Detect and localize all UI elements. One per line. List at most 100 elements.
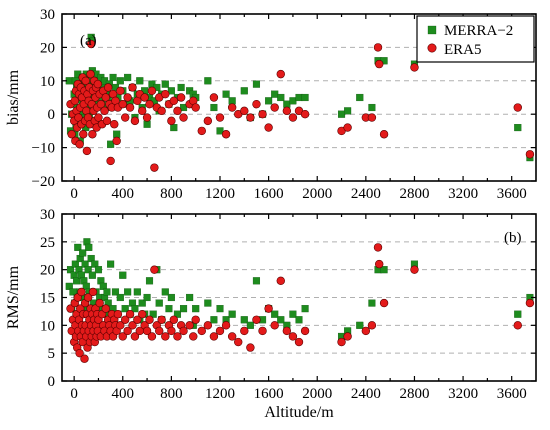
merra2-point xyxy=(216,305,224,313)
era5-point xyxy=(86,69,95,79)
merra2-point xyxy=(222,90,230,98)
merra2-point xyxy=(514,124,522,132)
era5-point xyxy=(101,304,110,313)
y-tick-label-a: 10 xyxy=(40,74,55,90)
merra2-point xyxy=(107,260,115,268)
merra2-point xyxy=(186,293,194,302)
y-tick-label-a: −20 xyxy=(32,174,55,190)
era5-point xyxy=(185,321,194,330)
merra2-point xyxy=(94,266,103,274)
merra2-point xyxy=(295,93,303,102)
era5-point xyxy=(276,276,285,285)
era5-point xyxy=(157,315,166,324)
era5-point xyxy=(191,103,200,112)
era5-point xyxy=(125,103,135,112)
x-tick-label-b: 2800 xyxy=(399,386,429,402)
merra2-point xyxy=(277,93,285,102)
era5-point xyxy=(123,326,132,336)
merra2-point xyxy=(252,80,261,88)
era5-point xyxy=(252,99,261,109)
y-tick-label-a: −10 xyxy=(32,141,55,157)
x-tick-label-b: 3200 xyxy=(448,386,478,402)
x-tick-label-a: 1600 xyxy=(254,186,284,202)
points-a xyxy=(65,33,535,172)
era5-point xyxy=(209,332,219,341)
panel-b-rms: 0 5 10 15 20 25 30 0 400 800 1200 1600 2000 2400 2800 3… xyxy=(5,207,537,421)
merra2-point xyxy=(88,271,96,279)
era5-point xyxy=(128,321,137,330)
era5-point xyxy=(100,106,109,116)
era5-point xyxy=(167,326,176,336)
merra2-point xyxy=(289,97,297,105)
era5-point xyxy=(161,89,170,99)
merra2-point xyxy=(138,299,146,307)
era5-point xyxy=(130,116,140,126)
era5-point xyxy=(118,99,127,109)
merra2-point xyxy=(192,305,200,313)
era5-point xyxy=(113,310,123,319)
merra2-point xyxy=(124,288,132,296)
era5-point xyxy=(138,106,147,116)
era5-point xyxy=(300,326,310,336)
merra2-point xyxy=(170,124,178,132)
era5-point xyxy=(169,96,179,106)
era5-point xyxy=(157,106,166,116)
x-tick-label-b: 400 xyxy=(112,386,135,402)
era5-point xyxy=(118,332,127,341)
merra2-point xyxy=(228,310,236,318)
merra2-point xyxy=(66,266,75,274)
era5-point xyxy=(155,326,164,336)
era5-point xyxy=(145,99,154,109)
y-tick-label-b: 25 xyxy=(40,235,55,251)
era5-point xyxy=(288,113,298,122)
panel-a-bias: −20 −10 0 10 20 30 0 400 800 1200 1600 2000 2400 2800… xyxy=(5,7,537,202)
merra2-point xyxy=(111,288,120,296)
merra2-point xyxy=(368,103,376,112)
era5-point xyxy=(169,315,179,324)
era5-point xyxy=(264,123,273,132)
merra2-point xyxy=(143,120,151,128)
era5-point xyxy=(525,150,535,159)
era5-point xyxy=(215,113,225,122)
merra2-point xyxy=(145,277,154,285)
x-tick-label-b: 1200 xyxy=(205,386,235,402)
era5-point xyxy=(93,79,103,89)
grid-b xyxy=(62,241,536,354)
era5-point xyxy=(142,326,152,336)
merra2-point xyxy=(121,305,129,313)
y-tick-label-a: 20 xyxy=(40,40,55,56)
plot-frame-a xyxy=(61,13,537,182)
legend-label-merra2: MERRA−2 xyxy=(444,23,513,39)
era5-point xyxy=(264,304,273,313)
era5-point xyxy=(191,315,200,324)
era5-point xyxy=(130,332,140,341)
era5-point xyxy=(147,86,157,96)
era5-point xyxy=(179,326,188,336)
era5-point xyxy=(379,298,389,308)
era5-point xyxy=(221,321,231,330)
era5-point xyxy=(101,93,110,102)
era5-point xyxy=(258,109,267,119)
merra2-point xyxy=(277,316,285,324)
era5-point xyxy=(161,332,170,341)
era5-point xyxy=(410,63,419,72)
merra2-point xyxy=(179,103,188,112)
merra2-point xyxy=(228,97,236,105)
era5-point xyxy=(75,348,84,358)
era5-point xyxy=(375,259,384,269)
era5-point xyxy=(95,298,104,308)
y-tick-label-b: 5 xyxy=(48,346,56,362)
merra2-point xyxy=(109,73,117,82)
merra2-point xyxy=(271,310,279,318)
merra2-point xyxy=(131,305,139,313)
x-tick-label-a: 1200 xyxy=(205,186,235,202)
era5-point xyxy=(173,106,182,116)
y-tick-label-a: 30 xyxy=(40,7,55,23)
merra2-point xyxy=(91,260,99,268)
merra2-point xyxy=(216,127,224,135)
era5-point xyxy=(270,321,279,330)
era5-point xyxy=(367,113,377,122)
era5-point xyxy=(203,321,213,330)
ticks-b: 0 5 10 15 20 25 30 0 400 800 1200 1600 2000 2400 2800 3… xyxy=(40,207,536,402)
